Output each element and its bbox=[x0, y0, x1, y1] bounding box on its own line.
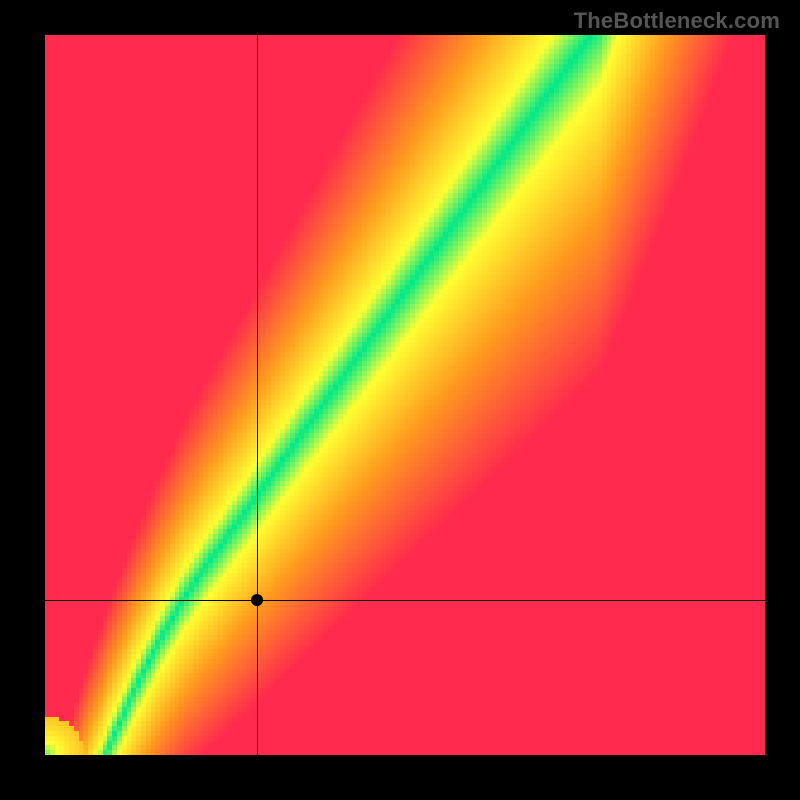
crosshair-vertical bbox=[257, 35, 258, 755]
heatmap-canvas bbox=[45, 35, 765, 755]
chart-container: TheBottleneck.com bbox=[0, 0, 800, 800]
crosshair-horizontal bbox=[45, 600, 765, 601]
watermark-text: TheBottleneck.com bbox=[574, 8, 780, 34]
